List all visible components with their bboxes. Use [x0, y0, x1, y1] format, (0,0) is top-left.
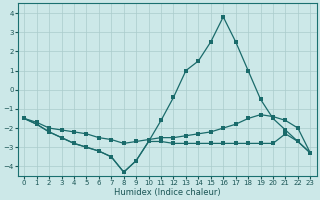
X-axis label: Humidex (Indice chaleur): Humidex (Indice chaleur) — [114, 188, 220, 197]
